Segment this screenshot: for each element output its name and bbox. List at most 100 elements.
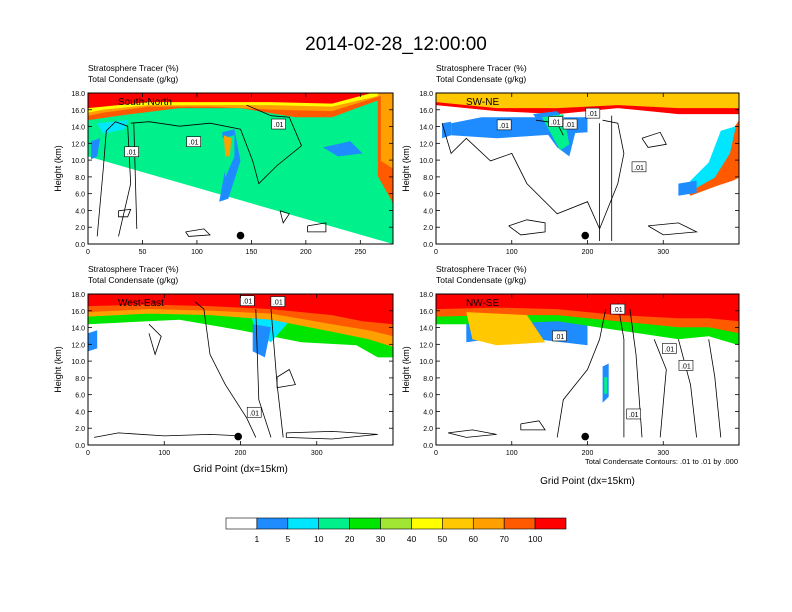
contour-label-text: .01 — [274, 122, 284, 129]
x-tick-label: 200 — [300, 249, 312, 256]
colorbar-label: 5 — [285, 534, 290, 544]
contour-label-box — [240, 295, 255, 307]
y-tick-label: 18.0 — [419, 292, 433, 299]
y-tick-label: 8.0 — [423, 175, 433, 182]
contour-label: .01 — [124, 146, 139, 158]
y-tick-label: 12.0 — [419, 342, 433, 349]
colorbar-swatch — [411, 517, 443, 530]
contour-label-box — [548, 116, 563, 127]
contour-label-box — [552, 330, 567, 342]
y-tick-label: 18.0 — [71, 91, 85, 98]
x-tick-label: 100 — [506, 450, 518, 457]
colorbar-label: 10 — [314, 534, 324, 544]
panel-south-north: .01 .01 .01 South-North Stratosphere Tracer … — [53, 63, 394, 256]
contour-label-box — [186, 136, 201, 147]
y-tick-label: 16.0 — [71, 309, 85, 316]
contour-label-box — [631, 161, 647, 173]
condensate-contour-2 — [617, 303, 625, 438]
contour-label-box — [246, 406, 262, 418]
condensate-contour-3 — [133, 123, 138, 229]
y-tick-label: 0.0 — [75, 443, 85, 450]
colorbar-label: 1 — [255, 534, 260, 544]
contour-label-box — [662, 343, 677, 354]
subtitle-tracer: Stratosphere Tracer (%) — [88, 63, 179, 73]
y-tick-label: 10.0 — [71, 359, 85, 366]
y-tick-label: 14.0 — [419, 125, 433, 132]
section-label: SW-NE — [466, 97, 499, 108]
y-tick-label: 6.0 — [75, 192, 85, 199]
location-marker — [234, 432, 243, 441]
x-tick-label: 0 — [86, 450, 90, 457]
x-tick-label: 200 — [582, 249, 594, 256]
subtitle-condensate: Total Condensate (g/kg) — [88, 275, 178, 285]
x-axis-label: Grid Point (dx=15km) — [193, 464, 288, 475]
subtitle-condensate: Total Condensate (g/kg) — [88, 74, 178, 84]
tracer-band-7 — [604, 377, 608, 394]
x-axis-label: Grid Point (dx=15km) — [540, 476, 635, 487]
contour-label-text: .01 — [681, 363, 691, 370]
plot-area: .01 .01 .01 — [88, 93, 393, 244]
y-axis-label: Height (km) — [53, 145, 63, 192]
contour-label-box — [271, 118, 286, 130]
condensate-contour-8 — [520, 420, 546, 431]
colorbar-label: 50 — [438, 534, 448, 544]
y-tick-label: 0.0 — [423, 242, 433, 249]
subtitle-condensate: Total Condensate (g/kg) — [436, 74, 526, 84]
contour-label: .01 — [585, 107, 601, 119]
contour-label: .01 — [186, 136, 201, 147]
condensate-contour-5 — [307, 222, 327, 233]
colorbar-swatch — [225, 517, 258, 530]
location-marker — [236, 231, 245, 240]
x-tick-label: 200 — [235, 450, 247, 457]
location-marker — [581, 432, 590, 441]
tracer-band-9 — [678, 180, 697, 196]
contour-label-box — [585, 107, 601, 119]
condensate-contour-7 — [276, 368, 296, 389]
plot-area: .01 .01 .01 .01 .01 — [436, 294, 739, 441]
tracer-band-1 — [88, 93, 393, 244]
colorbar-label: 100 — [528, 534, 542, 544]
colorbar-swatch — [256, 517, 289, 530]
contour-label: .01 — [270, 296, 286, 307]
footnote: Total Condensate Contours: .01 to .01 by… — [585, 457, 738, 466]
condensate-contour-7 — [118, 208, 132, 218]
location-marker — [581, 231, 590, 240]
y-axis-label: Height (km) — [53, 346, 63, 393]
x-tick-label: 0 — [434, 450, 438, 457]
panel-nw-se: .01 .01 .01 .01 .01 NW-SE Stratosphere Tracer … — [401, 264, 740, 487]
y-axis-label: Height (km) — [401, 346, 411, 393]
contour-label: .01 — [610, 303, 626, 315]
condensate-contour-4 — [508, 219, 546, 236]
tracer-band-7 — [88, 330, 98, 352]
condensate-contour-1 — [96, 121, 132, 237]
y-tick-label: 8.0 — [75, 175, 85, 182]
contour-label: .01 — [246, 406, 262, 418]
tracer-band-4 — [436, 294, 739, 322]
contour-label-box — [678, 360, 694, 371]
y-tick-label: 6.0 — [423, 393, 433, 400]
condensate-contour-1 — [556, 309, 607, 438]
colorbar-label: 40 — [407, 534, 417, 544]
tracer-band-11 — [223, 135, 232, 157]
section-label: West-East — [118, 298, 164, 309]
colorbar-swatch — [472, 517, 505, 530]
contour-label: .01 — [240, 295, 255, 307]
contour-label-box — [562, 118, 578, 130]
contour-label-box — [626, 408, 642, 420]
tracer-band-3 — [684, 126, 736, 193]
condensate-contour-6 — [185, 228, 211, 237]
panel-west-east: .01 .01 .01 West-East Stratosphere Tracer (%… — [53, 264, 394, 475]
x-tick-label: 300 — [311, 450, 323, 457]
x-tick-label: 300 — [657, 450, 669, 457]
contour-label: .01 — [678, 360, 694, 371]
colorbar-label: 60 — [469, 534, 479, 544]
condensate-contour-7 — [448, 429, 497, 438]
subtitle-tracer: Stratosphere Tracer (%) — [436, 63, 527, 73]
subtitle-condensate: Total Condensate (g/kg) — [436, 275, 526, 285]
contour-label: .01 — [496, 119, 512, 131]
y-tick-label: 6.0 — [423, 192, 433, 199]
tracer-band-5 — [466, 312, 546, 346]
y-tick-label: 10.0 — [71, 158, 85, 165]
colorbar-label: 30 — [376, 534, 386, 544]
y-tick-label: 8.0 — [423, 376, 433, 383]
